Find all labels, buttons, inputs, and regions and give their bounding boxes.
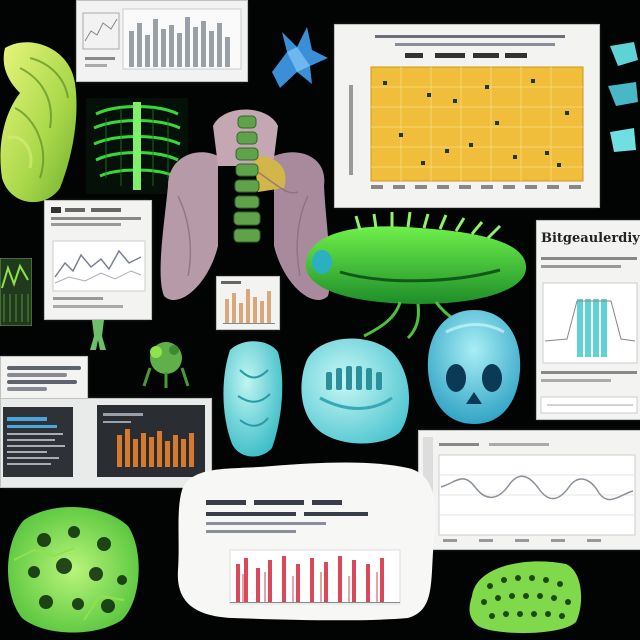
aqua-jaw-icon (296, 332, 414, 446)
green-lattice-icon (4, 500, 144, 636)
lime-lung-specimen-icon (0, 38, 80, 208)
panel-title: Bitgeaulerdiyi (541, 231, 640, 246)
red-bar-chart-document (172, 460, 440, 622)
green-cluster-icon (138, 336, 194, 390)
small-bar-chart-document (216, 276, 280, 330)
scatter-chart-document (334, 24, 600, 208)
line-chart-document (44, 200, 152, 320)
dashboard-document (0, 398, 212, 488)
right-panel-document: Bitgeaulerdiyi (536, 220, 640, 420)
text-block-document (0, 356, 88, 402)
blue-crystal-icon (262, 22, 332, 92)
green-bacterium-icon (300, 212, 530, 340)
bar-chart-document (76, 0, 248, 82)
green-thumbnail-icon (0, 258, 32, 326)
small-figure-icon (86, 318, 110, 352)
green-mesh-sponge-icon (466, 556, 584, 636)
green-ribcage-scan-icon (86, 98, 188, 194)
aqua-tooth-icon (222, 340, 284, 458)
aqua-skull-icon (426, 308, 522, 426)
wave-chart-document (418, 430, 640, 550)
teal-fragment-icon (604, 40, 640, 160)
